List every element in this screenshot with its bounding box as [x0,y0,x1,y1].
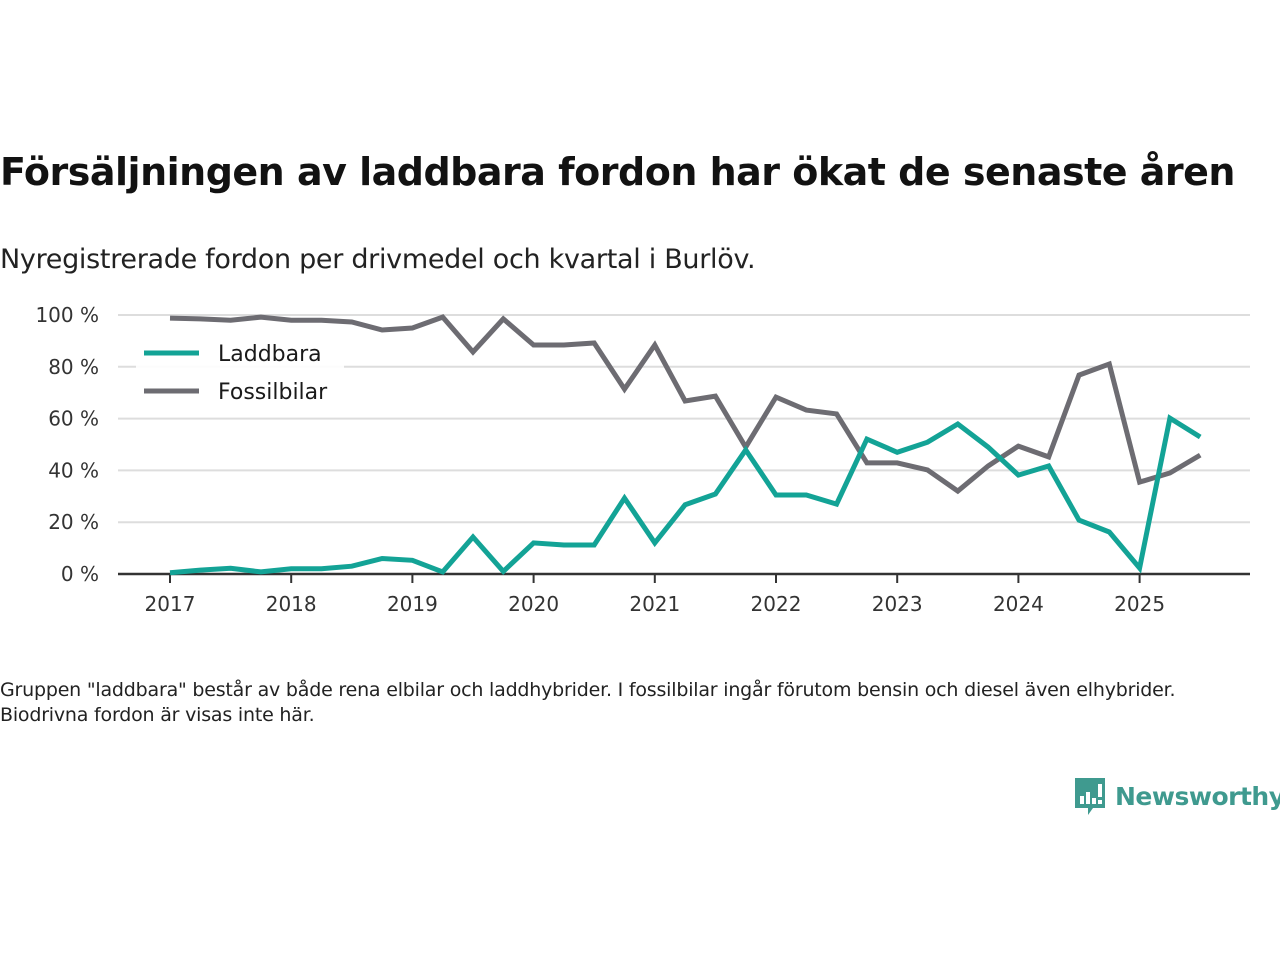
x-tick-label: 2018 [266,592,317,616]
series-lines [169,314,1202,576]
series-line-fossilbilar [169,314,1202,495]
x-tick-label: 2017 [145,592,196,616]
y-tick-label: 80 % [48,355,99,379]
x-tick-label: 2022 [751,592,802,616]
x-tick-label: 2019 [387,592,438,616]
x-axis: 2017 2018 2019 2020 2021 2022 2023 2024 2025 [118,572,1250,616]
footnote: Gruppen "laddbara" består av både rena e… [0,679,1176,726]
y-tick-label: 40 % [48,458,99,482]
legend: Laddbara Fossilbilar [136,335,344,407]
y-tick-label: 0 % [61,562,99,586]
y-tick-label: 20 % [48,510,99,534]
y-axis: 0 % 20 % 40 % 60 % 80 % 100 % [35,303,99,586]
x-tick-label: 2021 [629,592,680,616]
brand-logo: Newsworthy [1073,776,1280,816]
x-tick-label: 2025 [1114,592,1165,616]
legend-label: Laddbara [218,342,322,367]
chart-title: Försäljningen av laddbara fordon har öka… [0,150,1235,194]
brand-name: Newsworthy [1115,781,1280,811]
y-tick-label: 100 % [35,303,99,327]
legend-label: Fossilbilar [218,380,328,405]
x-tick-label: 2024 [993,592,1044,616]
line-chart: 0 % 20 % 40 % 60 % 80 % 100 % 2017 2018 2019 202… [35,303,1250,616]
x-tick-label: 2023 [872,592,923,616]
y-tick-label: 60 % [48,407,99,431]
chart-subtitle: Nyregistrerade fordon per drivmedel och … [0,244,756,275]
bar-chart-speech-bubble-icon [1075,778,1105,815]
x-tick-label: 2020 [508,592,559,616]
legend-background [136,335,344,407]
series-line-laddbara [169,414,1202,576]
